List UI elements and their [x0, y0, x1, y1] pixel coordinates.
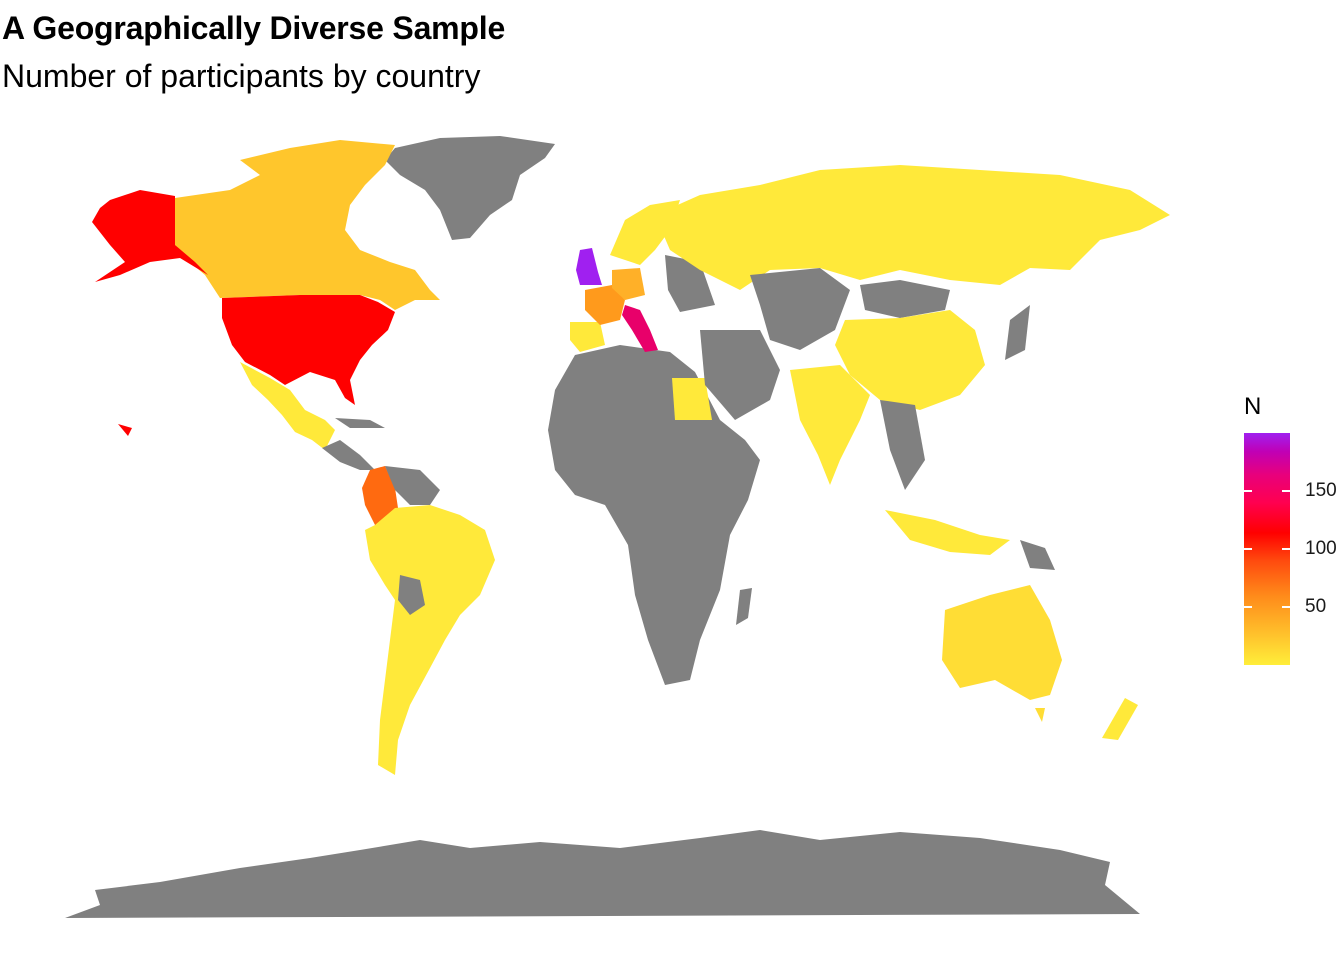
- middle-east: [700, 330, 780, 420]
- cuba: [335, 418, 385, 428]
- madagascar: [736, 588, 752, 625]
- japan: [1005, 305, 1030, 360]
- india: [790, 365, 870, 485]
- mexico: [240, 362, 335, 450]
- legend-tick-label-150: 150: [1305, 480, 1337, 501]
- legend-title: N: [1244, 393, 1262, 420]
- southeast-asia: [880, 400, 925, 490]
- united-states: [222, 295, 395, 405]
- legend-tick-label-50: 50: [1305, 596, 1327, 617]
- iberia: [570, 322, 605, 352]
- italy: [622, 305, 658, 352]
- china: [835, 310, 985, 410]
- indonesia: [885, 510, 1010, 555]
- alaska: [92, 190, 208, 282]
- new-zealand: [1102, 698, 1138, 740]
- hawaii: [118, 424, 132, 436]
- france: [585, 285, 625, 325]
- australia: [942, 585, 1062, 700]
- egypt: [672, 378, 712, 420]
- venezuela: [385, 466, 440, 505]
- legend-tick-label-100: 100: [1305, 538, 1337, 559]
- russia: [655, 165, 1170, 290]
- canada: [175, 140, 440, 310]
- greenland: [385, 136, 555, 240]
- africa: [548, 345, 760, 685]
- colombia: [362, 466, 398, 528]
- tasmania: [1035, 708, 1045, 722]
- bolivia: [398, 575, 425, 615]
- south-america: [365, 505, 495, 775]
- mongolia: [860, 280, 950, 318]
- germany: [612, 268, 645, 300]
- chart-title: A Geographically Diverse Sample: [2, 10, 506, 46]
- united-kingdom: [576, 248, 602, 285]
- chart-subtitle: Number of participants by country: [2, 58, 481, 94]
- papua: [1020, 540, 1055, 570]
- central-america: [322, 440, 375, 470]
- central-asia: [750, 268, 850, 350]
- antarctica: [65, 830, 1140, 918]
